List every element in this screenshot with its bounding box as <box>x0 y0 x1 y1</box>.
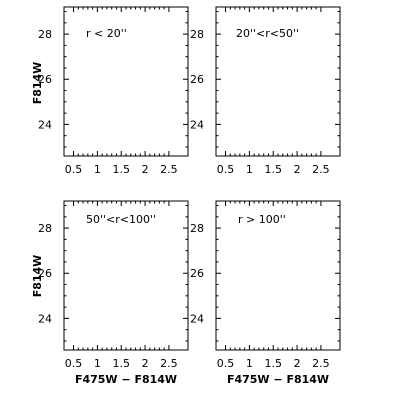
x-tick-label: 0.5 <box>217 163 235 176</box>
x-axis-title-left: F475W − F814W <box>75 373 177 386</box>
y-tick-label: 28 <box>190 28 204 41</box>
x-tick-label: 1 <box>94 163 101 176</box>
panel-label: 20''<r<50'' <box>236 27 299 40</box>
panel-top-right: 20''<r<50'' <box>215 6 341 157</box>
x-tick-label: 1.5 <box>112 163 130 176</box>
tick-marks <box>216 201 340 350</box>
panel-bottom-left: 50''<r<100'' <box>63 200 189 351</box>
x-tick-label: 1 <box>94 357 101 370</box>
y-tick-label: 24 <box>190 118 204 131</box>
x-tick-label: 2.5 <box>312 357 330 370</box>
x-tick-label: 2 <box>294 163 301 176</box>
y-tick-label: 28 <box>38 28 52 41</box>
y-tick-label: 24 <box>38 312 52 325</box>
x-tick-label: 0.5 <box>65 163 83 176</box>
x-tick-label: 0.5 <box>65 357 83 370</box>
y-tick-label: 26 <box>38 73 52 86</box>
panel-top-left: r < 20'' <box>63 6 189 157</box>
tick-marks <box>216 7 340 156</box>
y-tick-label: 28 <box>38 222 52 235</box>
x-tick-label: 0.5 <box>217 357 235 370</box>
y-axis-title-top: F814W <box>31 62 44 105</box>
x-tick-label: 2.5 <box>160 357 178 370</box>
x-tick-label: 1.5 <box>264 357 282 370</box>
tick-marks <box>64 201 188 350</box>
tick-marks <box>64 7 188 156</box>
x-tick-label: 1 <box>246 163 253 176</box>
y-tick-label: 28 <box>190 222 204 235</box>
x-tick-label: 2 <box>294 357 301 370</box>
panel-label: 50''<r<100'' <box>86 213 156 226</box>
panel-label: r > 100'' <box>238 213 286 226</box>
x-tick-label: 2 <box>142 357 149 370</box>
tick-labels: 24 26 28 0.5 1 1.5 2 2.5 24 26 28 0.5 1 1.5 2 2.5 24 26 28… <box>38 28 330 370</box>
y-tick-label: 26 <box>190 73 204 86</box>
x-tick-label: 1.5 <box>264 163 282 176</box>
y-axis-title-bottom: F814W <box>31 255 44 298</box>
x-tick-label: 2 <box>142 163 149 176</box>
x-tick-label: 1.5 <box>112 357 130 370</box>
x-tick-label: 1 <box>246 357 253 370</box>
y-tick-label: 24 <box>190 312 204 325</box>
y-tick-label: 24 <box>38 118 52 131</box>
x-tick-label: 2.5 <box>160 163 178 176</box>
x-tick-label: 2.5 <box>312 163 330 176</box>
y-tick-label: 26 <box>38 267 52 280</box>
y-tick-label: 26 <box>190 267 204 280</box>
x-axis-title-right: F475W − F814W <box>227 373 329 386</box>
panel-label: r < 20'' <box>86 27 127 40</box>
panel-bottom-right: r > 100'' <box>215 200 341 351</box>
